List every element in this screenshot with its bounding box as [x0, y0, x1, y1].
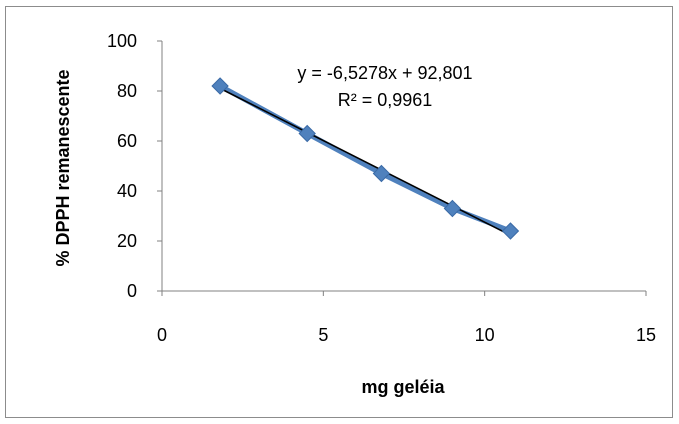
data-point: [443, 199, 462, 218]
y-tick-labels: 0 20 40 60 80 100: [107, 31, 137, 301]
x-axis-title: mg geléia: [361, 377, 445, 397]
data-point: [298, 124, 316, 143]
y-tick-label: 80: [117, 81, 137, 101]
x-tick-label: 15: [636, 325, 656, 345]
x-tick-label: 0: [157, 325, 167, 345]
trendline: [219, 87, 511, 236]
data-point: [211, 77, 229, 95]
data-point: [372, 164, 391, 183]
y-tick-label: 0: [127, 281, 137, 301]
trendline-path: [219, 87, 511, 236]
y-tick-label: 40: [117, 181, 137, 201]
y-tick-label: 20: [117, 231, 137, 251]
data-points: [211, 77, 520, 240]
x-tick-labels: 0 5 10 15: [157, 325, 656, 345]
chart-area: [5, 6, 673, 418]
y-axis-title: % DPPH remanescente: [53, 69, 73, 266]
data-point: [501, 222, 520, 240]
x-tick-label: 10: [475, 325, 495, 345]
y-tick-label: 60: [117, 131, 137, 151]
y-tick-label: 100: [107, 31, 137, 51]
x-tick-label: 5: [318, 325, 328, 345]
r-squared-label: R² = 0,9961: [338, 90, 433, 110]
axes: [157, 40, 647, 296]
trendline-equation: y = -6,5278x + 92,801: [297, 63, 472, 83]
